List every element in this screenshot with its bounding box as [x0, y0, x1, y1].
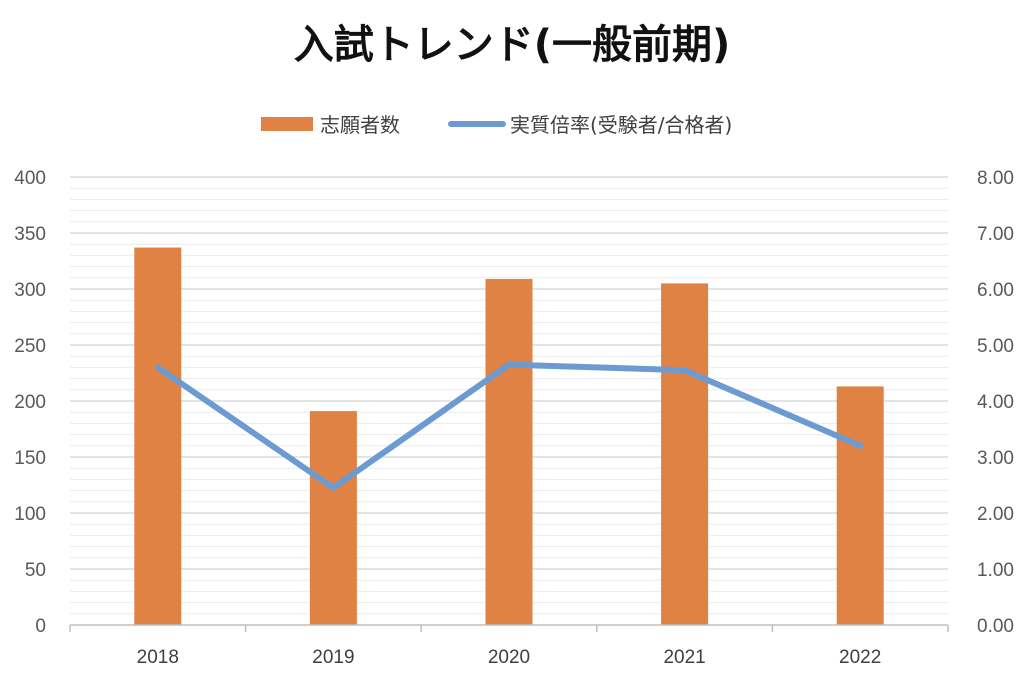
right-tick-label: 3.00	[977, 448, 1014, 469]
right-tick-label: 6.00	[977, 280, 1014, 301]
x-axis	[69, 624, 949, 632]
line-ratio-point	[154, 364, 161, 371]
right-tick-label: 4.00	[977, 392, 1014, 413]
right-tick-label: 7.00	[977, 224, 1014, 245]
line-ratio-point	[681, 367, 688, 374]
legend-label-ratio: 実質倍率(受験者/合格者)	[510, 113, 732, 137]
right-tick-label: 0.00	[977, 616, 1014, 637]
right-axis-ticks: 0.00 1.00 2.00 3.00 4.00 5.00 6.00 7.00 8.00	[977, 168, 1014, 637]
left-tick-label: 0	[35, 616, 46, 637]
left-tick-label: 250	[14, 336, 46, 357]
right-tick-label: 2.00	[977, 504, 1014, 525]
left-tick-label: 150	[14, 448, 46, 469]
line-ratio-point	[506, 361, 512, 368]
bar-applicants	[836, 386, 884, 625]
x-tick-label: 2019	[312, 647, 354, 668]
right-tick-label: 5.00	[977, 336, 1014, 357]
line-ratio-point	[857, 442, 864, 449]
bar-series	[134, 247, 884, 625]
x-axis-ticks: 2018 2019 2020 2021 2022	[137, 647, 882, 668]
left-tick-label: 50	[25, 560, 46, 581]
left-tick-label: 350	[14, 224, 46, 245]
line-ratio-point	[330, 484, 337, 491]
left-tick-label: 100	[14, 504, 46, 525]
line-series	[154, 361, 864, 491]
chart-title: 入試トレンド(一般前期)	[294, 22, 731, 68]
right-tick-label: 8.00	[977, 168, 1014, 189]
left-tick-label: 400	[14, 168, 46, 189]
x-tick-label: 2020	[488, 647, 530, 668]
left-tick-label: 200	[14, 392, 46, 413]
bar-applicants	[661, 283, 709, 625]
bar-applicants	[485, 278, 533, 625]
x-tick-label: 2021	[663, 647, 705, 668]
x-tick-label: 2018	[137, 647, 179, 668]
legend-swatch-applicants	[261, 117, 313, 131]
legend: 志願者数 実質倍率(受験者/合格者)	[261, 113, 732, 137]
legend-label-applicants: 志願者数	[320, 113, 400, 137]
x-tick-label: 2022	[839, 647, 881, 668]
bar-applicants	[309, 411, 357, 625]
bar-applicants	[134, 247, 182, 625]
left-axis-ticks: 0 50 100 150 200 250 300 350 400	[14, 168, 46, 637]
left-tick-label: 300	[14, 280, 46, 301]
right-tick-label: 1.00	[977, 560, 1014, 581]
